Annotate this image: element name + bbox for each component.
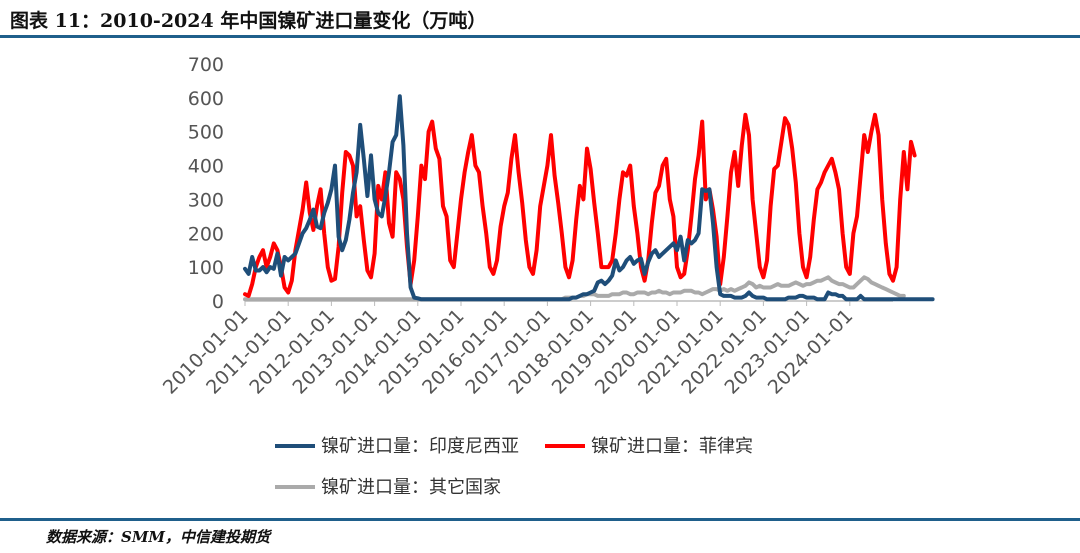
y-tick-label: 300 (188, 189, 224, 211)
y-tick-label: 600 (188, 88, 224, 110)
legend-label: 镍矿进口量：其它国家 (321, 477, 501, 498)
series-line (243, 94, 935, 302)
y-tick-label: 100 (188, 257, 224, 279)
legend-label: 镍矿进口量：菲律宾 (591, 436, 753, 457)
bottom-divider (0, 518, 1080, 521)
line-chart: 0 100 200 300 400 500 600 700 2010-01-012011-01… (159, 54, 935, 498)
source-note: 数据来源：SMM，中信建投期货 (46, 528, 271, 546)
y-axis-ticks: 0 100 200 300 400 500 600 700 (188, 54, 224, 313)
x-axis-ticks: 2010-01-012011-01-012012-01-012013-01-01… (159, 301, 857, 399)
y-tick-label: 400 (188, 156, 224, 178)
top-divider (0, 35, 1080, 38)
y-tick-label: 500 (188, 122, 224, 144)
y-tick-label: 200 (188, 223, 224, 245)
series-lines (243, 94, 935, 302)
y-tick-label: 700 (188, 54, 224, 76)
y-tick-label: 0 (212, 291, 224, 313)
series-line (243, 112, 917, 298)
figure-title: 图表 11：2010-2024 年中国镍矿进口量变化（万吨） (10, 10, 487, 32)
legend-label: 镍矿进口量：印度尼西亚 (321, 436, 519, 457)
